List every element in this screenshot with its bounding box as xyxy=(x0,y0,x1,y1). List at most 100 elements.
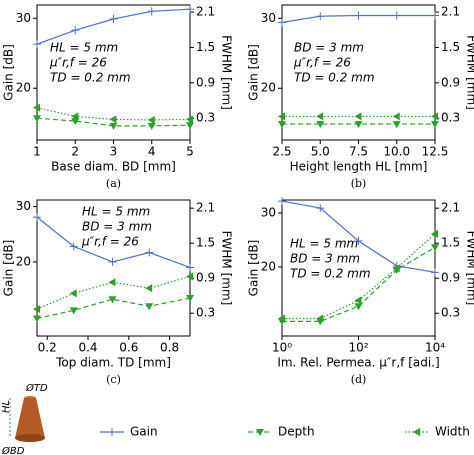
caption: (b) xyxy=(351,177,367,190)
marker xyxy=(145,303,154,311)
marker xyxy=(108,296,117,304)
y2-tick-label: 0.3 xyxy=(441,306,460,320)
series-line xyxy=(282,246,436,323)
marker xyxy=(33,40,41,49)
marker xyxy=(278,121,286,129)
y-axis-label: Gain [dB] xyxy=(247,240,261,297)
marker xyxy=(413,428,420,436)
x-tick-label: 0.4 xyxy=(78,341,97,355)
marker xyxy=(392,264,400,273)
marker xyxy=(316,12,325,21)
marker xyxy=(431,11,439,20)
x-axis-label: Base diam. BD [mm] xyxy=(51,160,176,174)
marker xyxy=(354,237,363,246)
marker xyxy=(108,278,116,287)
marker xyxy=(354,112,362,121)
marker xyxy=(278,314,285,323)
marker xyxy=(33,305,40,314)
annotation: BD = 3 mm xyxy=(82,220,152,234)
marker xyxy=(316,121,325,129)
marker xyxy=(33,315,41,323)
x-tick-label: 10⁴ xyxy=(425,341,445,355)
annotation: BD = 3 mm xyxy=(294,41,364,55)
y2-tick-label: 1.5 xyxy=(441,236,460,250)
annotation: TD = 0.2 mm xyxy=(290,267,371,281)
cone-bottom xyxy=(15,434,45,442)
y2-tick-label: 2.1 xyxy=(441,201,460,215)
y2-axis-label: FWHM [mm] xyxy=(220,231,234,306)
marker xyxy=(109,14,118,23)
y-tick-label: 20 xyxy=(16,81,31,95)
y2-tick-label: 1.5 xyxy=(196,40,215,54)
y2-tick-label: 1.5 xyxy=(441,40,460,54)
y-axis-label: Gain [dB] xyxy=(247,44,261,101)
y-tick-label: 20 xyxy=(261,259,276,273)
y2-tick-label: 0.3 xyxy=(441,111,460,125)
marker xyxy=(109,115,117,124)
marker xyxy=(392,112,400,121)
marker xyxy=(431,229,438,238)
x-tick-label: 3 xyxy=(110,145,118,159)
marker xyxy=(33,103,40,112)
icon-bottom-label: ØBD xyxy=(1,445,25,455)
marker xyxy=(186,263,194,272)
annotation: μ″r,f = 26 xyxy=(49,56,107,70)
x-tick-label: 0.2 xyxy=(38,341,57,355)
y2-tick-label: 0.9 xyxy=(441,75,460,89)
icon-top-label: ØTD xyxy=(25,382,48,394)
y2-tick-label: 0.3 xyxy=(196,111,215,125)
marker xyxy=(109,122,118,130)
x-axis-label: Im. Rel. Permea. μ″r,f [adi.] xyxy=(277,356,439,370)
marker xyxy=(186,272,193,281)
marker xyxy=(147,7,156,16)
y2-tick-label: 0.9 xyxy=(441,271,460,285)
marker xyxy=(186,5,194,14)
x-tick-label: 10.0 xyxy=(383,145,410,159)
marker xyxy=(431,244,439,252)
marker xyxy=(147,122,156,130)
x-axis-label: Height length HL [mm] xyxy=(290,160,428,174)
y-tick-label: 30 xyxy=(261,205,276,219)
x-tick-label: 5.0 xyxy=(311,145,330,159)
y-tick-label: 30 xyxy=(16,199,31,213)
x-tick-label: 12.5 xyxy=(422,145,449,159)
y-tick-label: 30 xyxy=(261,11,276,25)
x-tick-label: 0.8 xyxy=(160,341,179,355)
marker xyxy=(316,314,324,323)
marker xyxy=(431,112,438,121)
x-tick-label: 0.6 xyxy=(119,341,138,355)
y2-axis-label: FWHM [mm] xyxy=(220,35,234,110)
marker xyxy=(256,429,264,436)
x-tick-label: 2 xyxy=(71,145,79,159)
cone-icon: ØTD HL ØBD xyxy=(1,382,48,455)
annotation: μ″r,f = 26 xyxy=(81,235,139,249)
marker xyxy=(186,122,194,130)
marker xyxy=(108,428,116,436)
marker xyxy=(431,268,439,277)
marker xyxy=(278,197,286,206)
x-tick-label: 10⁰ xyxy=(272,341,292,355)
x-axis-label: Top diam. TD [mm] xyxy=(55,356,171,370)
x-tick-label: 5 xyxy=(186,145,194,159)
marker xyxy=(69,307,78,315)
marker xyxy=(392,121,401,129)
marker xyxy=(33,213,41,222)
marker xyxy=(145,248,154,257)
marker xyxy=(71,112,79,121)
cone-body xyxy=(15,398,45,438)
marker xyxy=(278,112,285,121)
annotation: HL = 5 mm xyxy=(82,205,150,219)
y-axis-label: Gain [dB] xyxy=(2,44,16,101)
marker xyxy=(354,121,363,129)
y2-axis-label: FWHM [mm] xyxy=(465,35,474,110)
y2-axis-label: FWHM [mm] xyxy=(465,231,474,306)
y2-tick-label: 0.9 xyxy=(196,75,215,89)
annotation: TD = 0.2 mm xyxy=(294,71,375,85)
marker xyxy=(71,118,80,126)
marker xyxy=(186,115,193,124)
caption: (d) xyxy=(351,373,367,386)
marker xyxy=(69,242,78,251)
annotation: HL = 5 mm xyxy=(50,41,118,55)
marker xyxy=(147,115,155,124)
